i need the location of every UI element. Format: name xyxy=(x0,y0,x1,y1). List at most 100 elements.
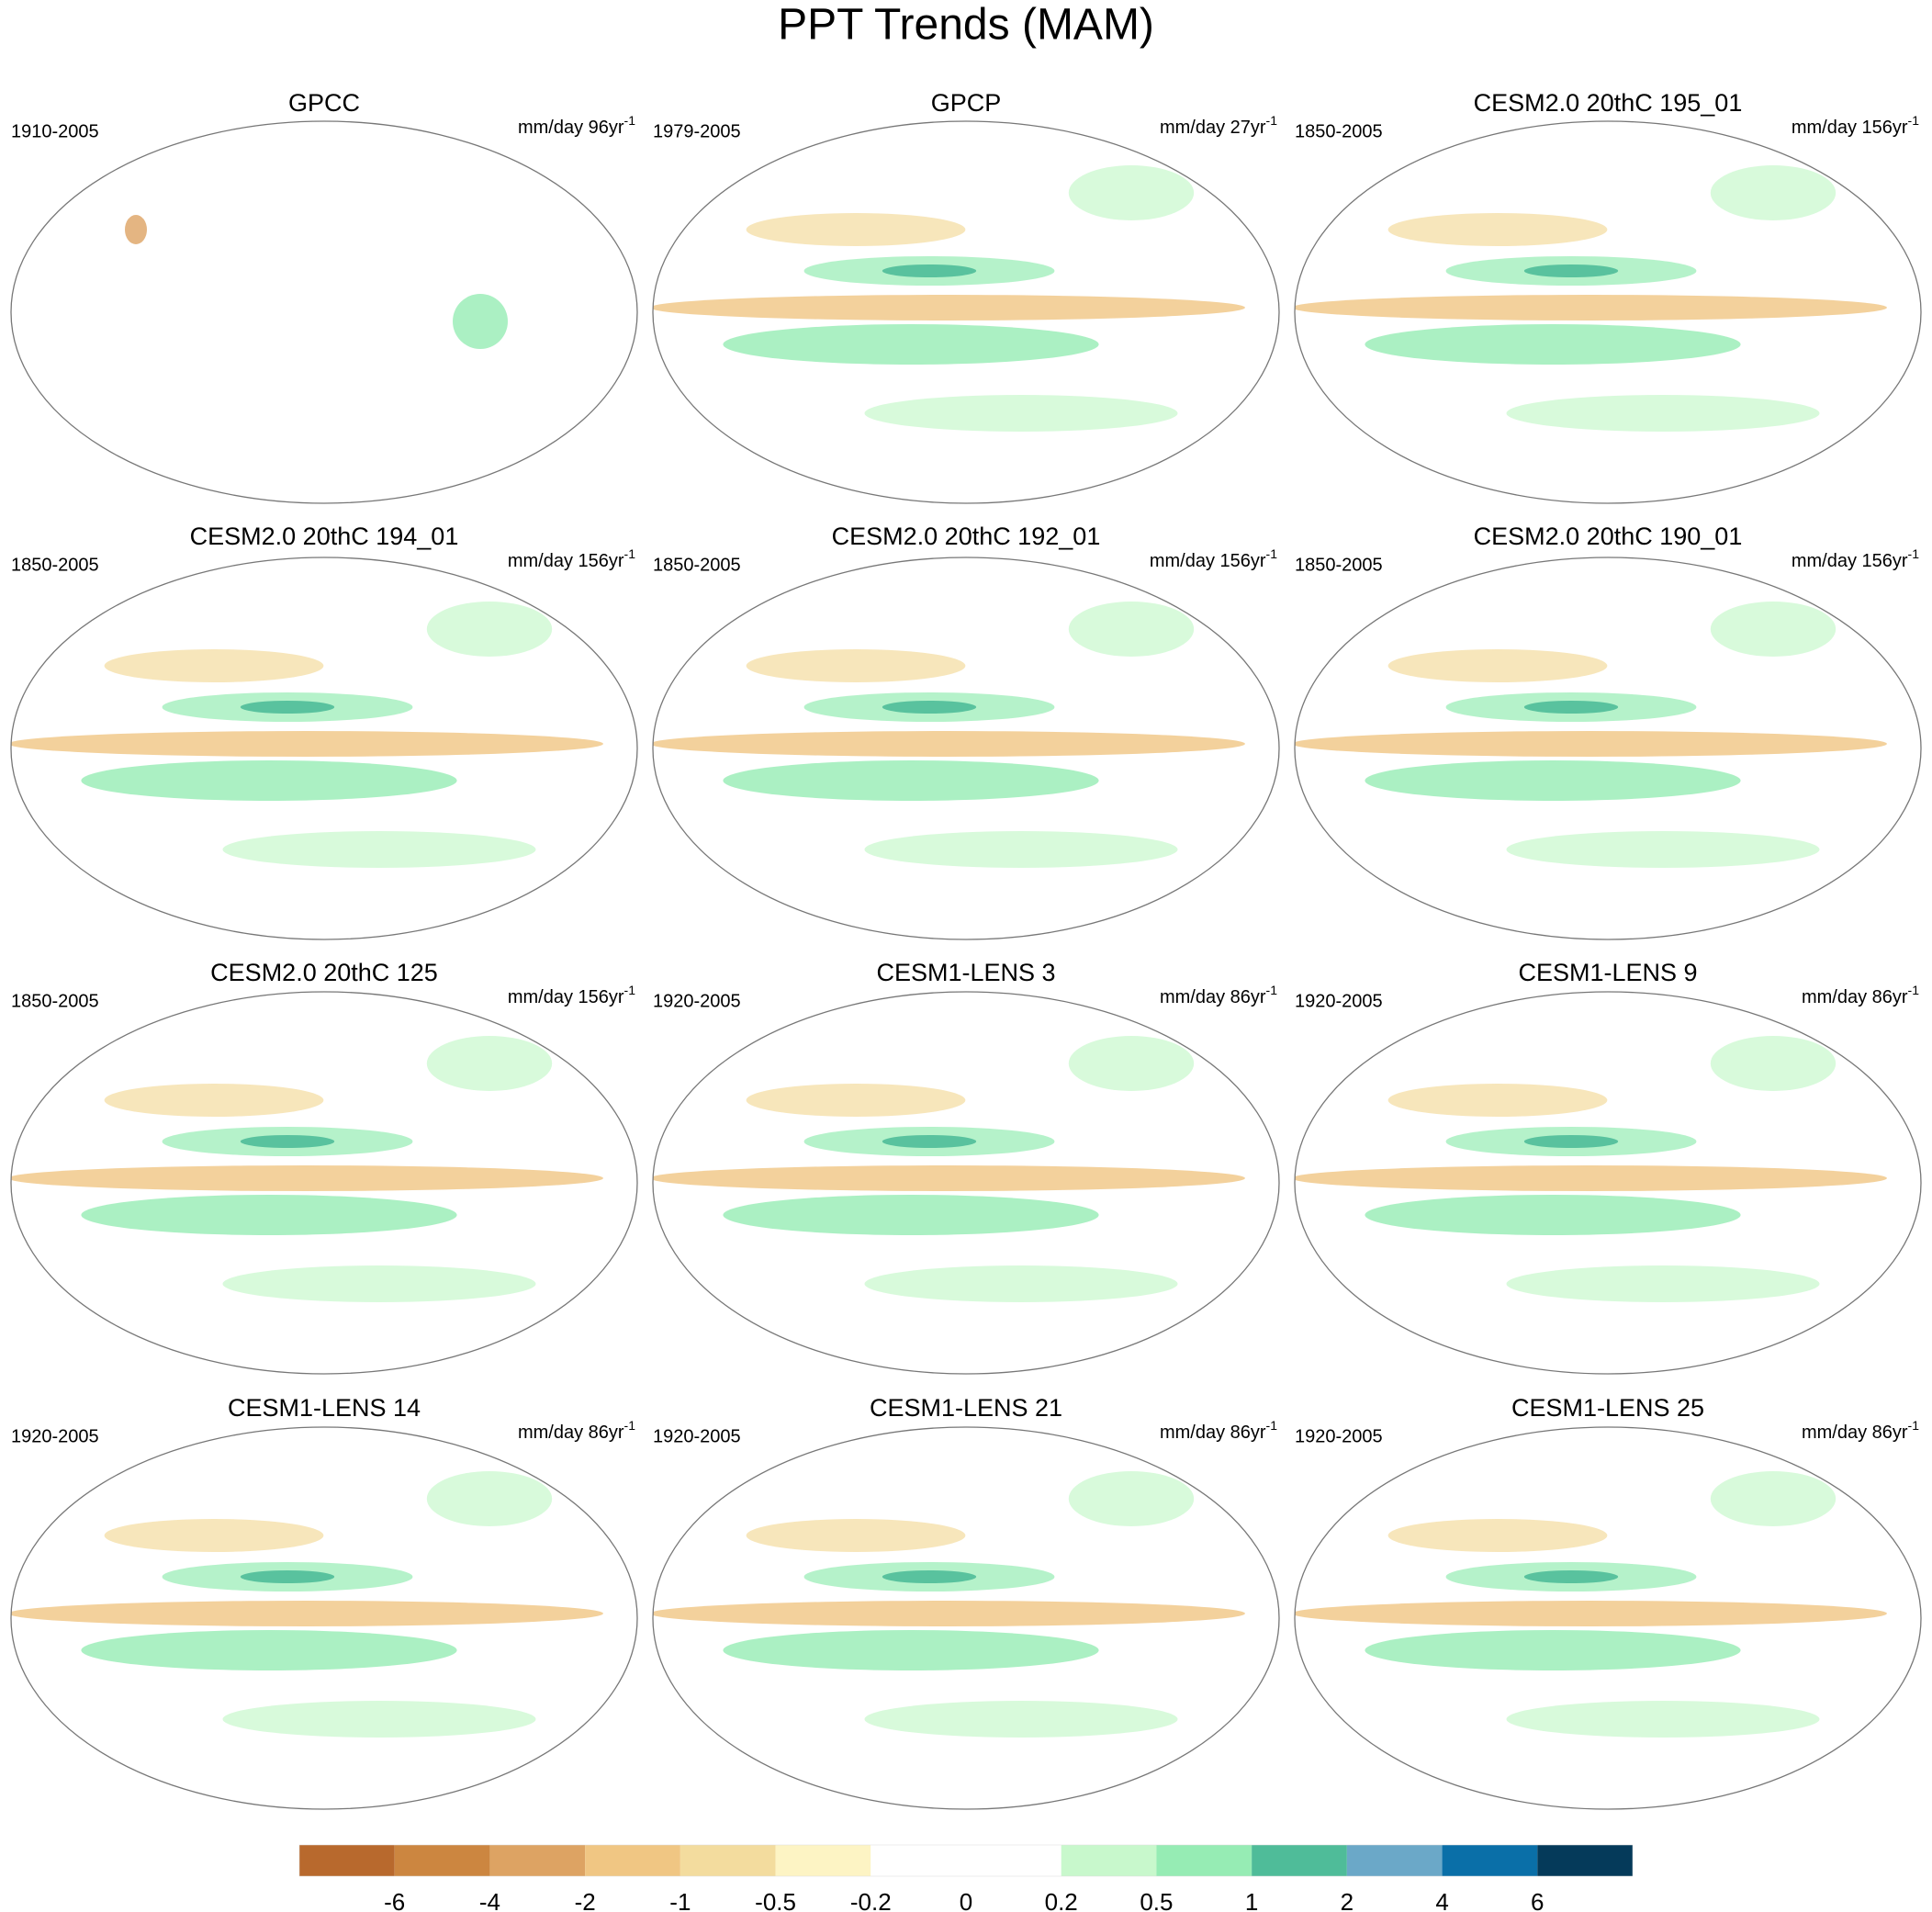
map-panel: CESM1-LENS 25 1920-2005 mm/day 86yr-1 xyxy=(1294,1394,1922,1810)
field-band xyxy=(1365,1630,1741,1670)
panel-title: CESM2.0 20thC 195_01 xyxy=(1474,89,1743,117)
panel-title: GPCC xyxy=(288,89,360,117)
map-panel: CESM1-LENS 14 1920-2005 mm/day 86yr-1 xyxy=(10,1394,638,1810)
colorbar-label: 0.2 xyxy=(1045,1888,1078,1912)
panel-title: CESM2.0 20thC 192_01 xyxy=(832,523,1101,550)
map-border xyxy=(652,557,1280,940)
map-panel: CESM1-LENS 21 1920-2005 mm/day 86yr-1 xyxy=(652,1394,1280,1810)
units-exponent: -1 xyxy=(624,113,636,128)
units-text: mm/day 86yr xyxy=(1160,1423,1266,1443)
field-band xyxy=(653,295,1245,321)
units-text: mm/day 86yr xyxy=(518,1423,624,1443)
field-band xyxy=(723,1195,1099,1235)
panel-title: CESM1-LENS 9 xyxy=(1518,959,1697,986)
colorbar-label: -6 xyxy=(384,1888,405,1912)
units-exponent: -1 xyxy=(624,1418,636,1433)
field-band xyxy=(426,1471,553,1526)
map-border xyxy=(1294,1426,1922,1810)
field-band xyxy=(1387,1084,1608,1117)
field-band xyxy=(453,294,508,349)
panel-period: 1910-2005 xyxy=(11,121,99,141)
panel-title: CESM2.0 20thC 194_01 xyxy=(190,523,459,550)
field-band xyxy=(653,1601,1245,1626)
units-exponent: -1 xyxy=(1266,113,1278,128)
map-panel: CESM2.0 20thC 192_01 1850-2005 mm/day 156y… xyxy=(652,523,1280,940)
map-field xyxy=(1295,602,1887,868)
panel-title: CESM1-LENS 3 xyxy=(876,959,1055,986)
panel-period: 1979-2005 xyxy=(653,121,741,141)
panel-title: GPCP xyxy=(931,89,1002,117)
panel-units: mm/day 27yr-1 xyxy=(1160,113,1277,139)
panel-period: 1920-2005 xyxy=(11,1426,99,1446)
colorbar-swatch xyxy=(1346,1845,1443,1876)
units-exponent: -1 xyxy=(1908,113,1920,128)
map-border xyxy=(652,991,1280,1375)
map-field xyxy=(653,165,1245,432)
map-field xyxy=(1295,1471,1887,1738)
units-exponent: -1 xyxy=(1266,546,1278,561)
colorbar-swatch xyxy=(871,1845,966,1876)
map-border xyxy=(1294,991,1922,1375)
map-border xyxy=(10,1426,638,1810)
colorbar-label: 6 xyxy=(1531,1888,1544,1912)
panel-title: CESM2.0 20thC 125 xyxy=(210,959,438,986)
field-band xyxy=(1295,1601,1887,1626)
panel-title: CESM1-LENS 14 xyxy=(228,1394,421,1422)
colorbar-swatch xyxy=(1537,1845,1633,1876)
field-band xyxy=(653,1165,1245,1191)
field-band xyxy=(864,1701,1178,1738)
map-border xyxy=(10,120,638,504)
units-text: mm/day 156yr xyxy=(1150,551,1266,571)
field-band xyxy=(882,701,977,714)
colorbar-label: 2 xyxy=(1341,1888,1354,1912)
panel-units: mm/day 86yr-1 xyxy=(1160,1418,1277,1444)
map-border xyxy=(1294,557,1922,940)
field-band xyxy=(746,649,966,682)
field-band xyxy=(1068,1471,1195,1526)
field-band xyxy=(81,760,457,801)
map-panel: GPCC 1910-2005 mm/day 96yr-1 xyxy=(10,89,638,504)
units-exponent: -1 xyxy=(1908,983,1920,997)
colorbar-swatch xyxy=(585,1845,680,1876)
field-band xyxy=(653,731,1245,757)
units-exponent: -1 xyxy=(624,546,636,561)
field-band xyxy=(882,1135,977,1148)
field-band xyxy=(240,1570,335,1583)
field-band xyxy=(1295,731,1887,757)
panel-period: 1850-2005 xyxy=(1295,555,1383,575)
units-text: mm/day 86yr xyxy=(1802,987,1908,1007)
field-band xyxy=(11,1165,603,1191)
field-band xyxy=(11,1601,603,1626)
map-field xyxy=(1295,1036,1887,1302)
field-band xyxy=(1387,213,1608,246)
map-field xyxy=(1295,165,1887,432)
field-band xyxy=(1710,165,1837,220)
field-band xyxy=(1506,831,1820,868)
panel-period: 1920-2005 xyxy=(1295,1426,1383,1446)
units-exponent: -1 xyxy=(624,983,636,997)
units-text: mm/day 96yr xyxy=(518,118,624,138)
field-band xyxy=(1710,1036,1837,1091)
map-panel: CESM2.0 20thC 195_01 1850-2005 mm/day 156y… xyxy=(1294,89,1922,504)
map-panel: CESM2.0 20thC 194_01 1850-2005 mm/day 156y… xyxy=(10,523,638,940)
figure-title: PPT Trends (MAM) xyxy=(778,1,1154,50)
map-border xyxy=(10,557,638,940)
map-field xyxy=(653,1471,1245,1738)
units-text: mm/day 156yr xyxy=(508,551,624,571)
colorbar-swatch xyxy=(1156,1845,1252,1876)
field-band xyxy=(222,1265,536,1302)
field-band xyxy=(104,649,324,682)
field-band xyxy=(1506,1265,1820,1302)
field-band xyxy=(746,1084,966,1117)
map-border xyxy=(10,991,638,1375)
field-band xyxy=(222,831,536,868)
colorbar-swatch xyxy=(489,1845,586,1876)
panel-units: mm/day 156yr-1 xyxy=(508,546,635,572)
map-field xyxy=(653,602,1245,868)
map-field xyxy=(125,215,508,349)
map-panel: CESM2.0 20thC 125 1850-2005 mm/day 156yr-1 xyxy=(10,959,638,1375)
colorbar-swatch xyxy=(1442,1845,1538,1876)
map-field xyxy=(11,1036,603,1302)
map-field xyxy=(653,1036,1245,1302)
